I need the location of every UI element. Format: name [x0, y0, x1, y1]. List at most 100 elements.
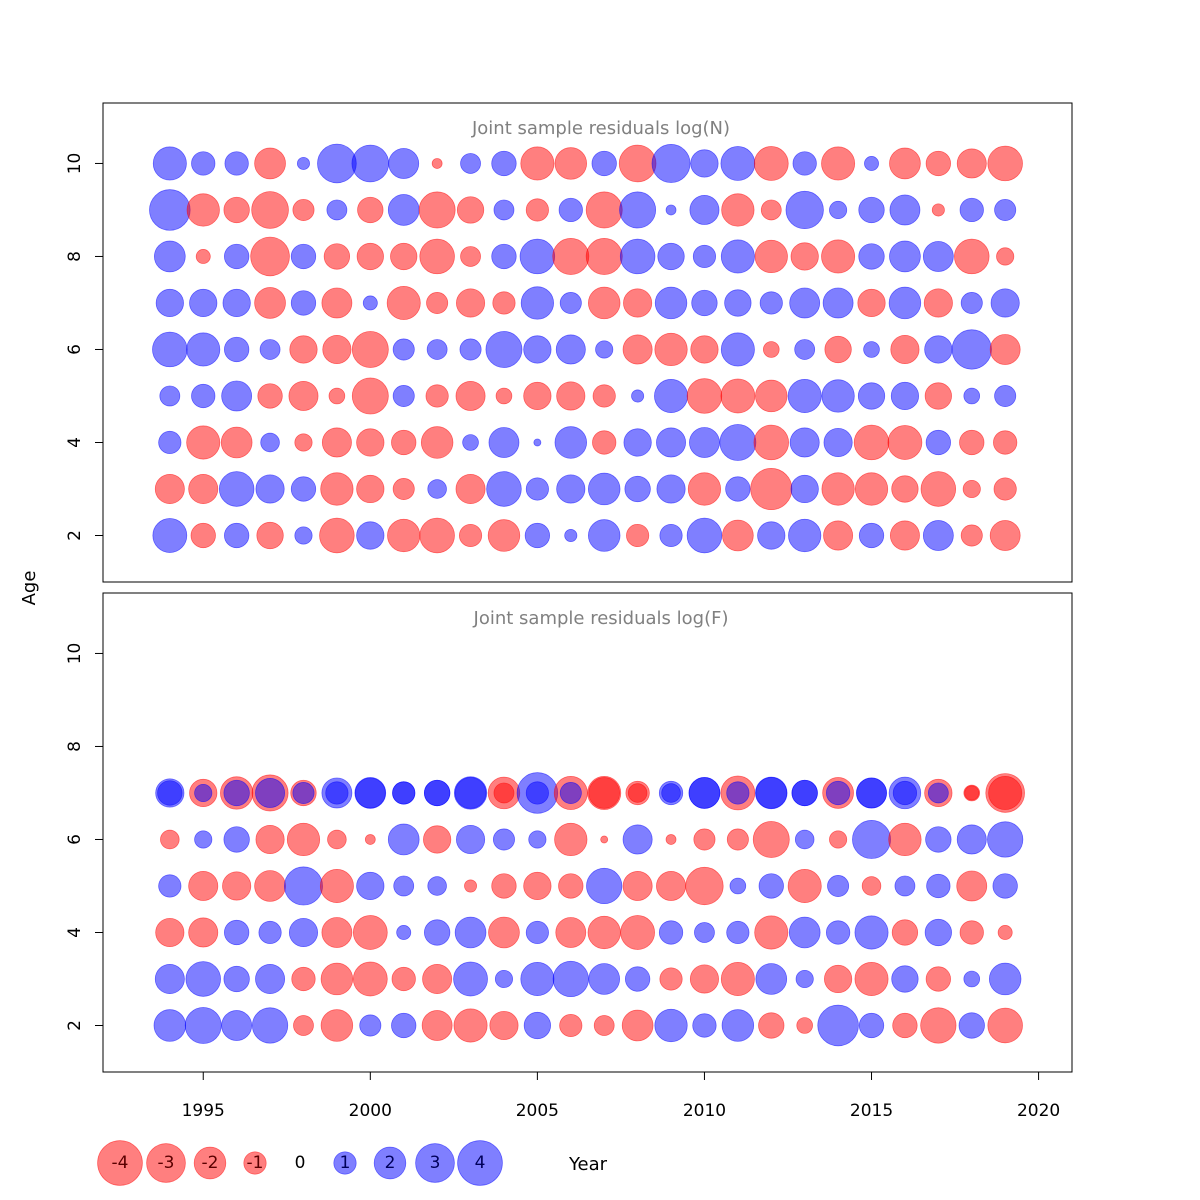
residual-bubble — [588, 519, 621, 552]
residual-bubble — [426, 339, 448, 360]
legend-bubble — [146, 1143, 186, 1183]
residual-bubble — [493, 782, 515, 804]
residual-bubble — [920, 471, 957, 507]
residual-bubble — [889, 240, 921, 273]
residual-bubble — [260, 432, 280, 453]
residual-bubble — [351, 144, 390, 183]
legend-bubble — [415, 1143, 455, 1183]
residual-bubble — [858, 1012, 885, 1039]
residual-bubble — [954, 238, 990, 275]
residual-bubble — [325, 781, 349, 805]
residual-bubble — [357, 196, 384, 224]
residual-bubble — [888, 286, 922, 320]
residual-bubble — [889, 520, 920, 551]
residual-bubble — [352, 961, 388, 997]
residual-bubble — [586, 867, 623, 905]
panel-title: Joint sample residuals log(N) — [471, 118, 730, 139]
residual-bubble — [364, 834, 376, 845]
legend-label: 3 — [430, 1153, 441, 1173]
residual-bubble — [424, 779, 451, 807]
residual-bubble — [152, 331, 188, 368]
residual-bubble — [624, 475, 651, 503]
residual-bubble — [891, 965, 919, 993]
residual-bubble — [659, 967, 683, 991]
residual-bubble — [558, 197, 583, 223]
residual-bubble — [592, 430, 617, 455]
residual-bubble — [456, 824, 486, 854]
residual-bubble — [951, 329, 992, 370]
residual-bubble — [600, 835, 609, 844]
x-tick-label: 2005 — [516, 1101, 559, 1121]
residual-bubble — [223, 196, 250, 224]
residual-bubble — [792, 151, 817, 176]
residual-bubble — [158, 430, 182, 455]
residual-bubble — [289, 335, 318, 364]
residual-bubble — [692, 1013, 717, 1038]
bubble-layer — [153, 772, 1025, 1047]
residual-bubble — [622, 871, 653, 901]
residual-bubble — [657, 242, 685, 271]
residual-bubble — [591, 150, 617, 177]
residual-bubble — [626, 523, 650, 548]
residual-bubble — [824, 335, 852, 364]
residual-bubble — [492, 291, 516, 315]
residual-bubble — [321, 917, 353, 948]
residual-bubble — [321, 427, 352, 458]
residual-bubble — [997, 925, 1013, 940]
residual-bubble — [255, 474, 285, 504]
residual-bubble — [351, 377, 389, 415]
residual-bubble — [259, 339, 281, 360]
legend-bubble — [457, 1140, 503, 1186]
residual-bubble — [256, 521, 284, 550]
residual-bubble — [327, 829, 347, 850]
residual-bubble — [554, 822, 588, 857]
residual-bubble — [186, 332, 221, 367]
residual-bubble — [386, 286, 421, 320]
residual-bubble — [254, 287, 286, 319]
residual-bubble — [222, 288, 251, 318]
residual-bubble — [988, 776, 1023, 810]
residual-bubble — [861, 876, 882, 896]
residual-bubble — [186, 193, 220, 227]
residual-bubble — [320, 472, 354, 506]
residual-bubble — [755, 379, 788, 413]
residual-bubble — [619, 238, 656, 275]
residual-bubble — [220, 426, 253, 459]
residual-bubble — [464, 879, 478, 893]
residual-bubble — [651, 144, 691, 183]
residual-bubble — [294, 526, 313, 545]
residual-bubble — [453, 1008, 488, 1043]
residual-bubble — [623, 428, 652, 457]
residual-bubble — [154, 474, 185, 504]
residual-bubble — [152, 518, 188, 553]
residual-bubble — [787, 379, 822, 413]
residual-bubble — [925, 150, 951, 177]
residual-bubble — [725, 476, 751, 502]
residual-bubble — [656, 871, 686, 901]
residual-bubble — [989, 520, 1021, 551]
residual-bubble — [393, 875, 415, 897]
residual-bubble — [587, 776, 622, 810]
residual-bubble — [854, 472, 889, 506]
residual-bubble — [186, 425, 221, 460]
residual-bubble — [552, 960, 589, 998]
residual-bubble — [755, 963, 788, 995]
legend-bubble — [193, 1146, 227, 1180]
residual-bubble — [755, 777, 788, 809]
residual-bubble — [555, 917, 587, 948]
residual-bubble — [391, 429, 417, 456]
residual-bubble — [931, 203, 945, 217]
residual-bubble — [492, 828, 515, 851]
residual-bubble — [925, 429, 951, 456]
residual-bubble — [556, 381, 586, 411]
residual-bubble — [959, 197, 984, 223]
residual-bubble — [218, 471, 255, 507]
residual-bubble — [829, 200, 848, 219]
residual-bubble — [224, 151, 249, 176]
residual-bubble — [722, 519, 754, 552]
residual-bubble — [520, 286, 554, 320]
residual-bubble — [888, 822, 922, 857]
residual-bubble — [258, 920, 282, 945]
residual-bubble — [996, 247, 1015, 266]
residual-bubble — [321, 287, 353, 319]
